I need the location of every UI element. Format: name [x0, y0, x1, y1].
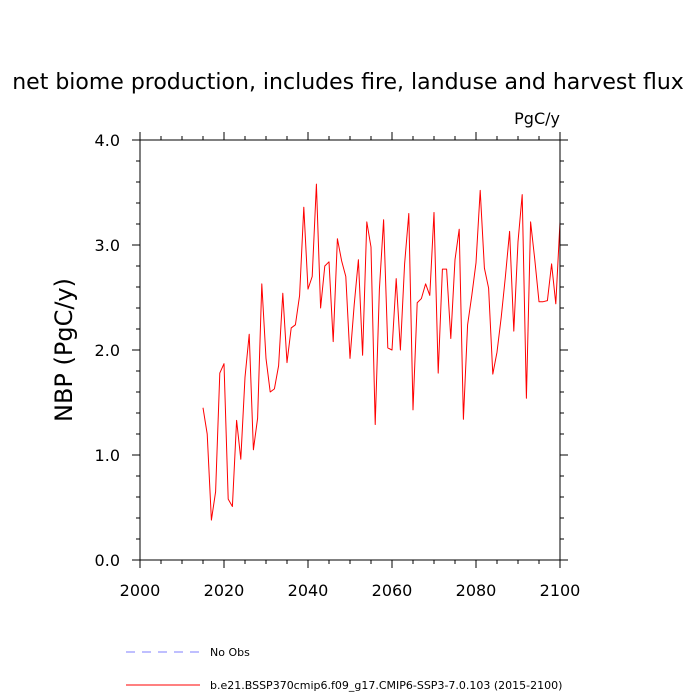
y-axis-label: NBP (PgC/y): [50, 278, 78, 422]
chart-title: net biome production, includes fire, lan…: [12, 70, 684, 95]
y-tick-label: 1.0: [95, 446, 120, 465]
axis-tick-labels: 2000 2020 2040 2060 2080 2100 0.0 1.0 2.0 3.0 4.0: [95, 131, 581, 600]
axis-ticks: [132, 132, 568, 568]
y-tick-label: 4.0: [95, 131, 120, 150]
x-tick-label: 2040: [288, 581, 329, 600]
x-tick-label: 2060: [372, 581, 413, 600]
y-tick-label: 0.0: [95, 551, 120, 570]
units-label: PgC/y: [514, 109, 560, 128]
x-tick-label: 2100: [540, 581, 581, 600]
y-tick-label: 2.0: [95, 341, 120, 360]
legend-no-obs-label: No Obs: [210, 646, 250, 659]
x-tick-label: 2080: [456, 581, 497, 600]
x-tick-label: 2000: [120, 581, 161, 600]
series-line: [202, 183, 561, 521]
y-tick-label: 3.0: [95, 236, 120, 255]
x-tick-label: 2020: [204, 581, 245, 600]
legend-model-label: b.e21.BSSP370cmip6.f09_g17.CMIP6-SSP3-7.…: [210, 679, 562, 692]
plot-series-group: [202, 183, 561, 521]
legend: No Obs b.e21.BSSP370cmip6.f09_g17.CMIP6-…: [126, 646, 562, 692]
